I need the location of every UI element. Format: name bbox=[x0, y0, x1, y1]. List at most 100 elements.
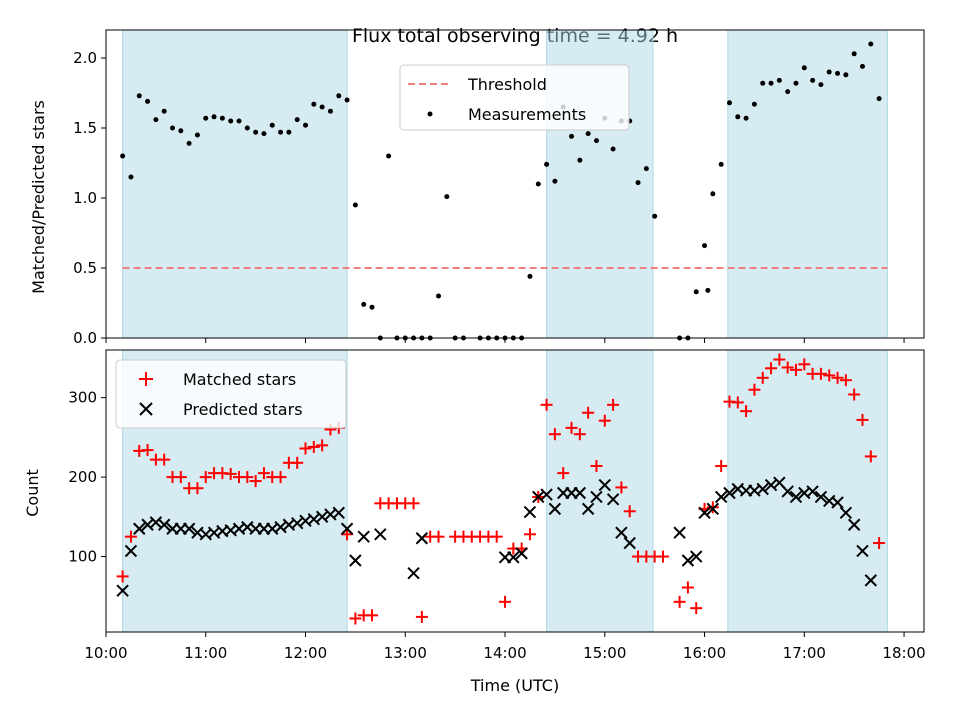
predicted-point-b bbox=[573, 486, 587, 500]
matched-point bbox=[573, 428, 586, 441]
predicted-point-b bbox=[349, 554, 362, 567]
predicted-point bbox=[706, 502, 720, 516]
predicted-point-b bbox=[407, 567, 420, 580]
matched-point bbox=[141, 444, 154, 457]
predicted-point bbox=[831, 496, 844, 509]
predicted-point bbox=[681, 554, 695, 567]
matched-point bbox=[623, 505, 636, 518]
predicted-point-b bbox=[814, 490, 828, 504]
matched-point bbox=[864, 450, 877, 463]
matched-point bbox=[798, 358, 811, 371]
predicted-point-b bbox=[307, 512, 321, 526]
matched-point bbox=[590, 459, 603, 472]
matched-point bbox=[249, 475, 262, 488]
measurement-point bbox=[810, 77, 816, 83]
measurement-point bbox=[785, 89, 791, 95]
predicted-point-b bbox=[831, 496, 844, 509]
predicted-point bbox=[357, 530, 370, 543]
measurement-point bbox=[120, 153, 126, 159]
matched-point bbox=[124, 530, 137, 543]
matched-point bbox=[656, 550, 669, 563]
predicted-point-b bbox=[623, 536, 636, 550]
matched-point bbox=[407, 497, 420, 510]
matched-point bbox=[856, 413, 869, 426]
x-axis-label: Time (UTC) bbox=[470, 676, 559, 695]
matched-point bbox=[158, 453, 171, 466]
predicted-point bbox=[415, 532, 429, 545]
predicted-point-b bbox=[690, 550, 703, 563]
top-y-tick-label: 0.0 bbox=[73, 329, 97, 347]
measurement-point bbox=[776, 77, 782, 83]
top-legend: Threshold Measurements bbox=[399, 64, 630, 131]
measurement-point bbox=[269, 122, 275, 128]
measurement-point bbox=[735, 114, 741, 120]
matched-point bbox=[765, 362, 778, 375]
measurement-point bbox=[145, 98, 151, 104]
matched-point bbox=[490, 530, 503, 543]
top-y-tick-label: 0.5 bbox=[73, 259, 97, 277]
predicted-point bbox=[856, 544, 869, 558]
matched-point bbox=[557, 467, 570, 480]
predicted-point-b bbox=[714, 490, 728, 504]
predicted-point-b bbox=[224, 524, 237, 537]
measurement-point bbox=[569, 133, 575, 139]
predicted-point bbox=[864, 574, 878, 587]
matched-point bbox=[756, 371, 769, 384]
measurement-point bbox=[278, 129, 284, 135]
x-tick-label: 17:00 bbox=[783, 644, 826, 662]
top-x-ticks bbox=[105, 338, 905, 343]
matched-point bbox=[598, 414, 611, 427]
measurement-point bbox=[136, 93, 142, 99]
predicted-point-b bbox=[133, 522, 146, 535]
measurement-point bbox=[876, 96, 882, 102]
predicted-point bbox=[407, 567, 420, 580]
measurement-point bbox=[851, 51, 857, 57]
measurement-point bbox=[444, 194, 450, 200]
predicted-point bbox=[515, 547, 528, 560]
measurement-point bbox=[128, 174, 134, 180]
matched-point bbox=[582, 406, 595, 419]
predicted-point-b bbox=[781, 485, 794, 498]
measurement-point bbox=[336, 93, 342, 99]
matched-point bbox=[873, 537, 886, 550]
matched-point bbox=[307, 440, 320, 453]
measurement-point bbox=[818, 82, 824, 88]
bottom-y-tick-label: 300 bbox=[68, 389, 97, 407]
measurement-point bbox=[261, 131, 267, 137]
predicted-point-b bbox=[856, 544, 869, 558]
predicted-point-b bbox=[864, 574, 878, 587]
predicted-point-b bbox=[798, 486, 811, 500]
measurement-point bbox=[585, 131, 591, 137]
predicted-point-b bbox=[515, 547, 528, 560]
measurement-point bbox=[768, 80, 774, 86]
predicted-point-b bbox=[764, 478, 778, 492]
matched-point bbox=[673, 595, 686, 608]
matched-point bbox=[607, 398, 620, 411]
measurement-point bbox=[352, 202, 358, 208]
predicted-point-b bbox=[706, 502, 720, 516]
predicted-point-b bbox=[157, 518, 171, 531]
top-axes-frame bbox=[105, 29, 925, 339]
predicted-point-b bbox=[340, 522, 354, 535]
measurement-point bbox=[801, 65, 807, 71]
top-y-axis-label: Matched/Predicted stars bbox=[29, 100, 48, 294]
legend-matched-label: Matched stars bbox=[183, 370, 296, 389]
legend-measurements-label: Measurements bbox=[468, 105, 586, 124]
predicted-point bbox=[756, 482, 769, 496]
matched-point bbox=[274, 471, 287, 484]
measurement-point bbox=[327, 108, 333, 114]
measurement-point bbox=[859, 63, 865, 69]
bottom-y-tick-label: 100 bbox=[68, 548, 97, 566]
measurement-point bbox=[344, 97, 350, 103]
predicted-point bbox=[698, 506, 711, 520]
predicted-point bbox=[523, 505, 537, 519]
predicted-point bbox=[673, 526, 686, 539]
top-panel: 0.00.51.01.52.0 Matched/Predicted stars … bbox=[29, 29, 925, 347]
predicted-point-b bbox=[681, 554, 695, 567]
top-y-tick-label: 2.0 bbox=[73, 49, 97, 67]
measurement-point bbox=[319, 104, 325, 110]
predicted-point-b bbox=[507, 551, 520, 564]
predicted-point bbox=[581, 502, 595, 516]
matched-point bbox=[831, 371, 844, 384]
